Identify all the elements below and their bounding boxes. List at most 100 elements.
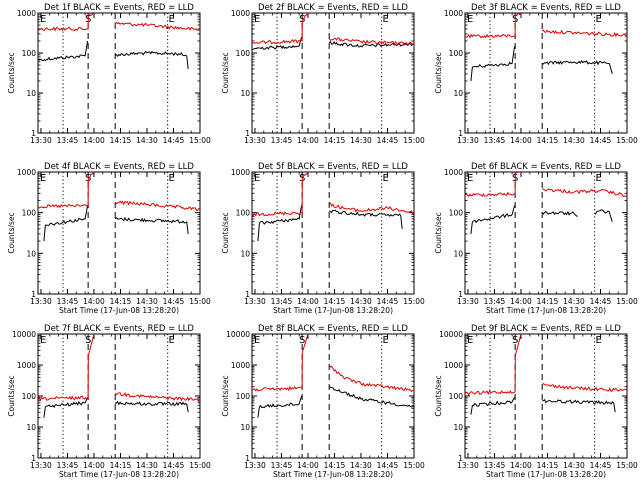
x-axis-label: Start Time (17-Jun-08 13:28:20) <box>59 306 179 315</box>
lld-series-line <box>38 14 89 32</box>
lld-series-line <box>88 13 95 16</box>
lld-series-line <box>38 355 89 402</box>
x-tick-label: 15:00 <box>616 461 638 470</box>
panel-title: Det 4f BLACK = Events, RED = LLD <box>44 162 194 172</box>
x-tick-label: 15:00 <box>403 136 425 145</box>
y-tick-label: 10 <box>453 423 463 432</box>
lld-series-line <box>515 13 522 17</box>
x-tick-label: 13:45 <box>271 136 293 145</box>
x-tick-label: 15:00 <box>189 136 211 145</box>
marker-letter-e: E <box>382 14 388 25</box>
panel-title: Det 8f BLACK = Events, RED = LLD <box>258 324 408 334</box>
y-axis-label: Counts/sec <box>7 375 16 416</box>
lld-series-line <box>514 334 522 356</box>
y-tick-label: 10 <box>240 423 250 432</box>
y-tick-label: 1 <box>31 129 36 138</box>
x-tick-label: 13:30 <box>30 461 52 470</box>
lld-series-line <box>38 178 89 209</box>
y-tick-label: 1 <box>31 454 36 463</box>
lld-series-line <box>252 352 303 392</box>
y-tick-label: 10 <box>26 89 36 98</box>
panel-title: Det 6f BLACK = Events, RED = LLD <box>471 162 621 172</box>
x-tick-label: 13:30 <box>457 461 479 470</box>
y-tick-label: 10 <box>240 89 250 98</box>
x-tick-label: 14:15 <box>110 297 132 306</box>
events-series-line <box>45 397 89 409</box>
lld-series-line <box>114 392 200 403</box>
x-tick-label: 13:45 <box>484 297 506 306</box>
x-tick-label: 13:45 <box>484 136 506 145</box>
marker-letter-s: S <box>299 335 305 346</box>
x-tick-label: 14:45 <box>377 461 399 470</box>
x-tick-label: 14:45 <box>590 461 612 470</box>
y-tick-label: 1 <box>458 290 463 299</box>
events-series-line <box>38 58 44 62</box>
panel-6: Det 6f BLACK = Events, RED = LLD 1 10 100 10… <box>434 162 638 315</box>
marker-letter-e: E <box>254 14 260 25</box>
y-axis-label: Counts/sec <box>7 212 16 253</box>
events-series-line <box>470 405 473 415</box>
lld-series-line <box>328 37 414 46</box>
x-tick-label: 14:00 <box>83 297 105 306</box>
x-tick-label: 15:00 <box>189 461 211 470</box>
events-series-line <box>608 63 613 75</box>
y-tick-label: 100 <box>236 392 251 401</box>
lld-series-line <box>301 334 309 353</box>
lld-series-line <box>88 172 95 179</box>
panel-title: Det 5f BLACK = Events, RED = LLD <box>258 162 408 172</box>
y-tick-label: 100 <box>22 209 37 218</box>
x-tick-label: 14:30 <box>563 136 585 145</box>
events-series-line <box>594 209 610 215</box>
events-series-line <box>472 205 516 224</box>
x-tick-label: 15:00 <box>616 136 638 145</box>
events-series-line <box>43 406 46 418</box>
y-axis-label: Counts/sec <box>221 212 230 253</box>
x-tick-label: 14:30 <box>563 297 585 306</box>
x-tick-label: 14:15 <box>324 297 346 306</box>
plot-frame <box>251 12 415 134</box>
y-axis-label: Counts/sec <box>434 375 443 416</box>
x-tick-label: 14:30 <box>136 461 158 470</box>
x-tick-label: 15:00 <box>403 297 425 306</box>
x-axis-label: Start Time (17-Jun-08 13:28:20) <box>273 306 393 315</box>
events-series-line <box>329 386 414 408</box>
x-tick-label: 14:45 <box>590 297 612 306</box>
x-tick-label: 14:45 <box>590 136 612 145</box>
events-series-line <box>186 221 189 234</box>
x-tick-label: 14:00 <box>297 461 319 470</box>
x-tick-label: 13:45 <box>271 297 293 306</box>
events-series-line <box>328 209 402 217</box>
y-tick-label: 1000 <box>231 168 250 177</box>
lld-series-line <box>301 172 309 179</box>
y-tick-label: 10 <box>240 249 250 258</box>
marker-letter-e: E <box>254 335 260 346</box>
plot-frame <box>464 12 628 134</box>
panel-3: Det 3f BLACK = Events, RED = LLD 1 10 100 10… <box>434 3 638 145</box>
panel-1: Det 1f BLACK = Events, RED = LLD 1 10 100 10… <box>7 3 211 145</box>
y-tick-label: 100 <box>22 49 37 58</box>
x-tick-label: 14:45 <box>377 136 399 145</box>
lld-series-line <box>302 13 309 20</box>
x-tick-label: 14:15 <box>324 136 346 145</box>
x-tick-label: 15:00 <box>189 297 211 306</box>
x-tick-label: 14:00 <box>83 461 105 470</box>
panel-2: Det 2f BLACK = Events, RED = LLD 1 10 100 10… <box>221 3 425 145</box>
x-tick-label: 14:15 <box>110 136 132 145</box>
lld-series-line <box>465 173 516 197</box>
y-tick-label: 1 <box>31 290 36 299</box>
x-tick-label: 14:15 <box>537 461 559 470</box>
panel-title: Det 9f BLACK = Events, RED = LLD <box>471 324 621 334</box>
panel-5: Det 5f BLACK = Events, RED = LLD 1 10 100 10… <box>221 162 425 315</box>
lld-series-line <box>541 382 627 393</box>
x-tick-label: 14:30 <box>350 297 372 306</box>
y-tick-label: 100 <box>449 209 464 218</box>
y-tick-label: 1000 <box>444 168 463 177</box>
events-series-line <box>472 45 516 68</box>
x-tick-label: 14:30 <box>563 461 585 470</box>
y-tick-label: 1000 <box>444 9 463 18</box>
plot-frame <box>464 333 628 459</box>
y-tick-label: 100 <box>22 392 37 401</box>
y-tick-label: 100 <box>449 49 464 58</box>
x-tick-label: 15:00 <box>403 461 425 470</box>
